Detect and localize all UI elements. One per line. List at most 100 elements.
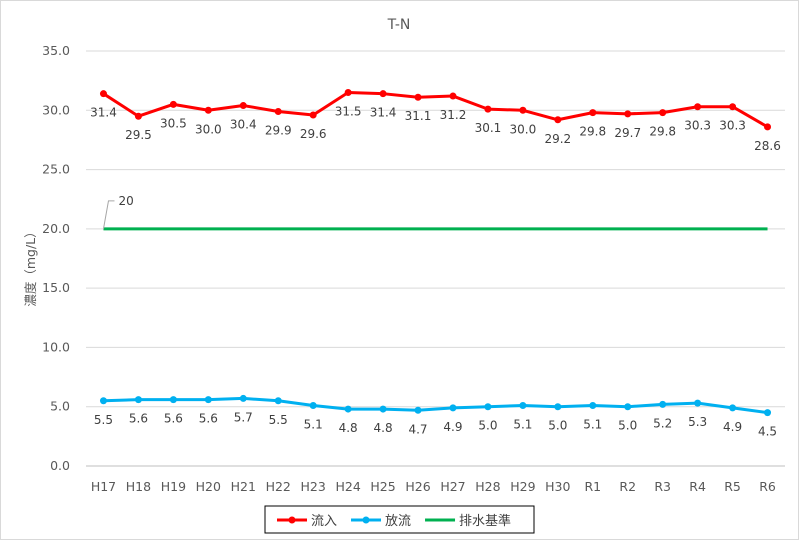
y-tick-label: 20.0 bbox=[42, 221, 70, 236]
data-label: 4.8 bbox=[374, 421, 393, 435]
x-tick-label: R3 bbox=[654, 479, 671, 494]
data-point bbox=[379, 90, 387, 98]
data-label: 30.3 bbox=[684, 119, 711, 133]
x-tick-label: H22 bbox=[266, 479, 291, 494]
data-point bbox=[134, 396, 142, 404]
data-point bbox=[99, 90, 107, 98]
data-point bbox=[624, 110, 632, 118]
data-label: 4.5 bbox=[758, 425, 777, 439]
data-point bbox=[694, 399, 702, 407]
data-label: 29.8 bbox=[579, 125, 606, 139]
data-point bbox=[379, 405, 387, 413]
x-tick-label: R4 bbox=[689, 479, 706, 494]
data-point bbox=[589, 402, 597, 410]
data-label: 5.1 bbox=[583, 418, 602, 432]
legend-marker bbox=[362, 516, 370, 524]
x-tick-label: H29 bbox=[510, 479, 535, 494]
y-tick-label: 0.0 bbox=[50, 458, 70, 473]
data-label: 30.0 bbox=[195, 122, 222, 136]
x-tick-label: R6 bbox=[759, 479, 776, 494]
data-label: 5.7 bbox=[234, 410, 253, 424]
x-tick-label: H30 bbox=[545, 479, 570, 494]
annotations: 20 bbox=[102, 194, 134, 229]
y-tick-label: 5.0 bbox=[50, 399, 70, 414]
data-label: 30.3 bbox=[719, 119, 746, 133]
data-label: 30.0 bbox=[510, 122, 537, 136]
data-point bbox=[659, 400, 667, 408]
legend: 流入 放流 排水基準 bbox=[264, 505, 535, 534]
data-label: 5.5 bbox=[269, 413, 288, 427]
data-point bbox=[169, 396, 177, 404]
data-label: 30.4 bbox=[230, 118, 257, 132]
data-label: 5.3 bbox=[688, 415, 707, 429]
data-point bbox=[169, 100, 177, 108]
data-label: 5.0 bbox=[618, 419, 637, 433]
legend-marker bbox=[288, 516, 296, 524]
data-point bbox=[414, 406, 422, 414]
data-point bbox=[519, 106, 527, 114]
chart-title: T-N bbox=[387, 17, 411, 33]
legend-box bbox=[264, 505, 535, 534]
data-point bbox=[204, 106, 212, 114]
y-tick-label: 30.0 bbox=[42, 102, 70, 117]
data-label: 29.9 bbox=[265, 123, 292, 137]
data-point bbox=[274, 397, 282, 405]
data-label: 29.8 bbox=[649, 125, 676, 139]
x-tick-label: H28 bbox=[475, 479, 500, 494]
data-point bbox=[239, 102, 247, 110]
data-point bbox=[344, 89, 352, 96]
x-tick-label: H24 bbox=[335, 479, 360, 494]
data-point bbox=[694, 103, 702, 111]
data-label: 29.5 bbox=[125, 128, 152, 142]
data-label: 4.7 bbox=[408, 422, 427, 436]
x-tick-label: H19 bbox=[161, 479, 186, 494]
series-layer bbox=[99, 89, 772, 417]
data-point bbox=[729, 404, 737, 412]
data-label: 5.5 bbox=[94, 413, 113, 427]
data-label: 4.9 bbox=[723, 420, 742, 434]
data-point bbox=[519, 402, 527, 410]
data-label: 5.0 bbox=[478, 419, 497, 433]
data-point bbox=[239, 394, 247, 402]
data-label: 5.6 bbox=[129, 412, 148, 426]
legend-label: 放流 bbox=[385, 514, 411, 529]
y-tick-label: 35.0 bbox=[42, 43, 70, 58]
data-point bbox=[484, 105, 492, 113]
data-point bbox=[309, 402, 317, 410]
data-label: 29.2 bbox=[544, 132, 571, 146]
x-tick-label: R5 bbox=[724, 479, 741, 494]
legend-label: 排水基準 bbox=[459, 513, 511, 529]
data-point bbox=[624, 403, 632, 411]
x-tick-label: H25 bbox=[370, 479, 395, 494]
data-label: 31.5 bbox=[335, 105, 362, 119]
annotation-label: 20 bbox=[118, 194, 133, 208]
data-label: 5.2 bbox=[653, 416, 672, 430]
x-tick-label: H26 bbox=[405, 479, 430, 494]
y-tick-label: 15.0 bbox=[42, 280, 70, 295]
data-label: 30.5 bbox=[160, 116, 187, 130]
x-axis-ticks: H17 H18 H19 H20 H21 H22 H23 H24 H25 H26 H27 H28 H29 H… bbox=[91, 479, 776, 494]
data-label: 5.6 bbox=[164, 412, 183, 426]
series-line bbox=[103, 396, 768, 415]
data-point bbox=[274, 107, 282, 115]
y-axis-ticks: 0.0 5.0 10.0 15.0 20.0 25.0 30.0 35.0 bbox=[42, 43, 70, 473]
x-tick-label: H27 bbox=[440, 479, 465, 494]
data-point bbox=[589, 109, 597, 117]
data-label: 4.9 bbox=[443, 420, 462, 434]
annotation-leader bbox=[102, 200, 115, 229]
x-tick-label: H23 bbox=[301, 479, 326, 494]
data-point bbox=[659, 109, 667, 117]
legend-label: 流入 bbox=[311, 514, 337, 529]
y-axis-title: 濃度（mg/L） bbox=[23, 225, 38, 306]
data-point bbox=[484, 403, 492, 411]
data-point bbox=[99, 397, 107, 405]
data-label: 5.0 bbox=[548, 419, 567, 433]
data-label: 31.4 bbox=[370, 106, 397, 120]
x-tick-label: H20 bbox=[196, 479, 221, 494]
data-label: 5.6 bbox=[199, 412, 218, 426]
data-label: 31.4 bbox=[90, 106, 117, 120]
data-point bbox=[554, 403, 562, 411]
data-point bbox=[764, 409, 772, 417]
